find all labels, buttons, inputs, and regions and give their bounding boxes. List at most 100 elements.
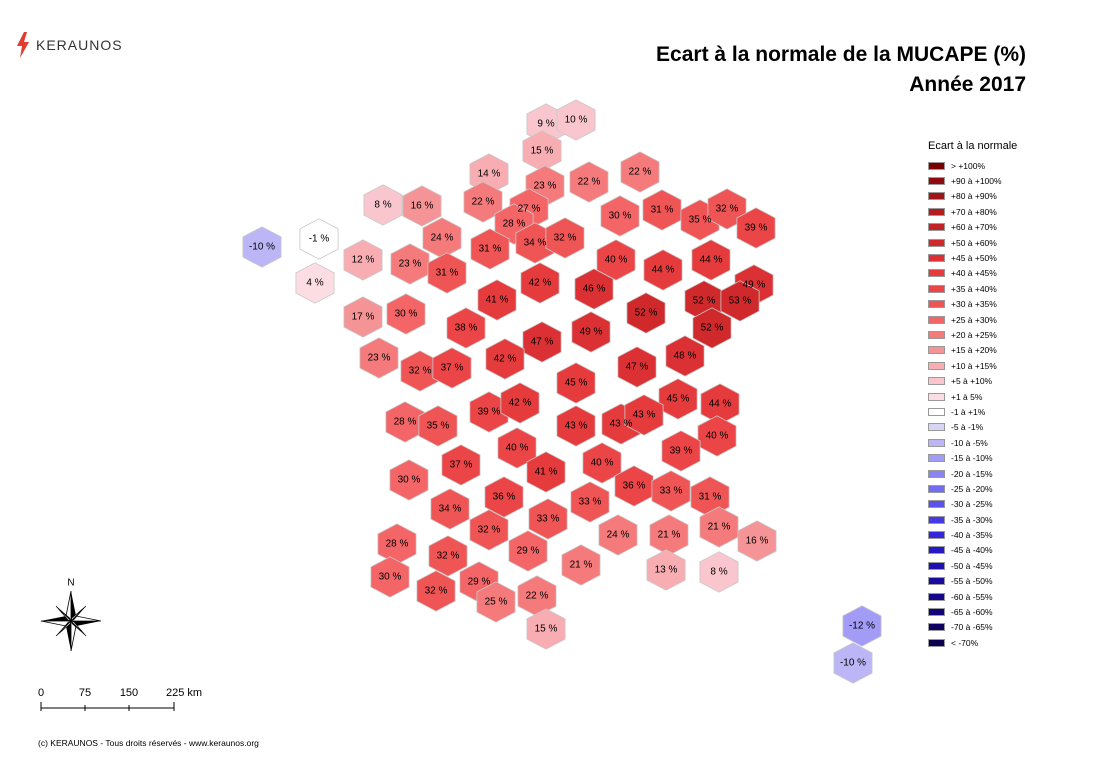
department-area: [343, 296, 383, 338]
department-area: [596, 239, 636, 281]
department-label: 37 %: [450, 460, 473, 471]
department-area: [620, 151, 660, 193]
department-area: [651, 470, 691, 512]
legend-swatch: [928, 500, 945, 509]
department-area: [522, 321, 562, 363]
department-area: [561, 544, 601, 586]
legend-swatch: [928, 484, 945, 493]
legend-item: +70 à +80%: [928, 204, 1017, 219]
department-label: 22 %: [526, 591, 549, 602]
legend-item: +20 à +25%: [928, 327, 1017, 342]
legend-item: -40 à -35%: [928, 527, 1017, 542]
department-label: 17 %: [352, 312, 375, 323]
department-label: 49 %: [580, 327, 603, 338]
department-label: 23 %: [534, 181, 557, 192]
department-label: 35 %: [689, 215, 712, 226]
department-area: [446, 307, 486, 349]
legend-swatch: [928, 161, 945, 170]
legend-item: +30 à +35%: [928, 297, 1017, 312]
department-label: 31 %: [479, 244, 502, 255]
legend-item: -50 à -45%: [928, 558, 1017, 573]
department-area: [363, 184, 403, 226]
legend-swatch: [928, 577, 945, 586]
department-label: 21 %: [658, 530, 681, 541]
department-area: [643, 249, 683, 291]
legend-label: -70 à -65%: [951, 622, 993, 633]
department-area: [402, 185, 442, 227]
department-label: 15 %: [531, 146, 554, 157]
legend-label: -50 à -45%: [951, 560, 993, 571]
department-area: [699, 506, 739, 548]
department-label: 43 %: [565, 421, 588, 432]
department-label: 33 %: [660, 486, 683, 497]
department-area: [598, 514, 638, 556]
legend-label: +15 à +20%: [951, 345, 997, 356]
map-title: Ecart à la normale de la MUCAPE (%) Anné…: [656, 40, 1026, 100]
department-label: 34 %: [439, 504, 462, 515]
department-label: 40 %: [706, 431, 729, 442]
department-label: 42 %: [509, 398, 532, 409]
legend-label: +5 à +10%: [951, 376, 993, 387]
department-label: 42 %: [494, 354, 517, 365]
brand-name: KERAUNOS: [36, 37, 123, 53]
legend-label: +1 à 5%: [951, 391, 983, 402]
legend-label: +25 à +30%: [951, 314, 997, 325]
copyright-footer: (c) KERAUNOS - Tous droits réservés - ww…: [38, 738, 259, 748]
department-area: [427, 252, 467, 294]
department-area: [469, 509, 509, 551]
department-label: -10 %: [249, 242, 275, 253]
department-label: 52 %: [701, 323, 724, 334]
department-area: [600, 195, 640, 237]
legend-item: +60 à +70%: [928, 220, 1017, 235]
department-area: [390, 243, 430, 285]
legend-label: < -70%: [951, 637, 979, 648]
legend-label: -65 à -60%: [951, 607, 993, 618]
department-area: [370, 556, 410, 598]
department-label: 32 %: [425, 586, 448, 597]
department-label: 25 %: [485, 597, 508, 608]
department-label: 30 %: [609, 211, 632, 222]
department-label: 45 %: [565, 378, 588, 389]
legend-label: > +100%: [951, 160, 986, 171]
legend-item: +40 à +45%: [928, 266, 1017, 281]
legend-items: > +100% +90 à +100% +80 à +90% +70 à +80% +6…: [928, 158, 1017, 651]
legend-swatch: [928, 561, 945, 570]
legend-item: -55 à -50%: [928, 574, 1017, 589]
department-area: [526, 451, 566, 493]
department-label: -1 %: [309, 234, 330, 245]
scale-tick-3: 225 km: [166, 687, 202, 699]
scale-bar: 0 75 150 225 km: [38, 687, 202, 711]
department-label: 49 %: [743, 280, 766, 291]
department-label: 31 %: [436, 268, 459, 279]
legend-label: -5 à -1%: [951, 422, 984, 433]
department-area: [665, 335, 705, 377]
department-label: 21 %: [570, 560, 593, 571]
legend-swatch: [928, 315, 945, 324]
department-label: 43 %: [610, 419, 633, 430]
legend-swatch: [928, 284, 945, 293]
department-area: [343, 239, 383, 281]
department-label: 22 %: [472, 197, 495, 208]
department-area: [385, 401, 425, 443]
department-label: 37 %: [441, 363, 464, 374]
legend-item: -1 à +1%: [928, 404, 1017, 419]
department-label: 36 %: [493, 492, 516, 503]
legend-swatch: [928, 300, 945, 309]
legend-item: -35 à -30%: [928, 512, 1017, 527]
legend-label: -10 à -5%: [951, 437, 988, 448]
department-label: 16 %: [411, 201, 434, 212]
legend-label: +60 à +70%: [951, 222, 997, 233]
legend-item: > +100%: [928, 158, 1017, 173]
department-area: [617, 346, 657, 388]
department-label: 40 %: [605, 255, 628, 266]
department-label: 43 %: [633, 410, 656, 421]
department-label: 52 %: [635, 308, 658, 319]
department-area: [545, 217, 585, 259]
department-area: [556, 405, 596, 447]
department-shapes: [242, 99, 882, 684]
department-label: 14 %: [478, 169, 501, 180]
legend-item: -20 à -15%: [928, 466, 1017, 481]
legend-swatch: [928, 392, 945, 401]
department-label: 48 %: [674, 351, 697, 362]
department-label: 31 %: [699, 492, 722, 503]
